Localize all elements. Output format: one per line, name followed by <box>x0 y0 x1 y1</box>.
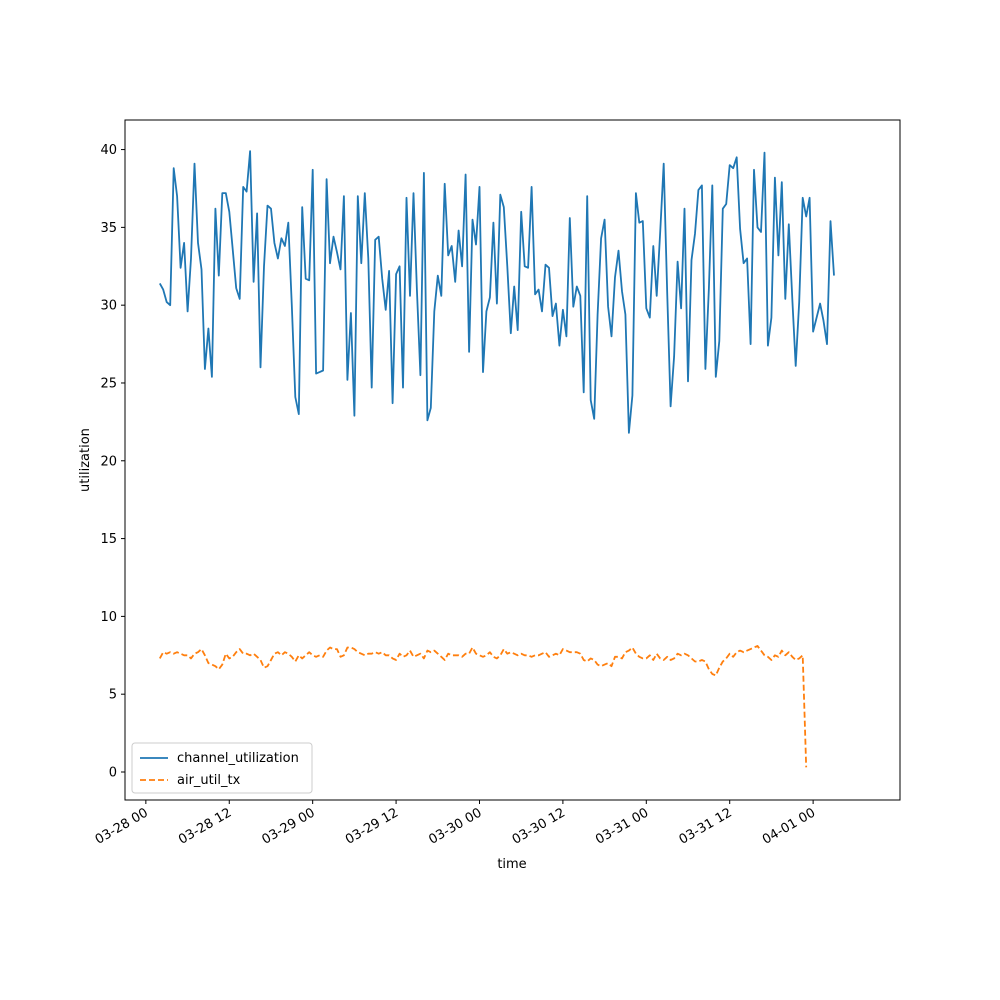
y-tick-label: 20 <box>100 454 117 469</box>
y-tick-label: 10 <box>100 610 117 625</box>
y-tick-label: 0 <box>109 765 117 780</box>
y-tick-label: 40 <box>100 143 117 158</box>
y-tick-label: 25 <box>100 376 117 391</box>
series-layer <box>159 150 835 768</box>
y-tick-label: 15 <box>100 532 117 547</box>
y-tick-label: 30 <box>100 299 117 314</box>
plot-frame <box>124 119 901 801</box>
y-axis-label: utilization <box>78 428 93 492</box>
plot-area <box>125 120 900 800</box>
y-tick-label: 5 <box>109 688 117 703</box>
x-axis-label: time <box>497 857 526 872</box>
legend: channel_utilization air_util_tx <box>131 742 313 794</box>
y-tick-label: 35 <box>100 221 117 236</box>
series-line-channel-utilization <box>159 150 835 434</box>
legend-label-air-util-tx: air_util_tx <box>177 773 241 788</box>
legend-frame <box>131 742 313 794</box>
legend-label-channel-utilization: channel_utilization <box>177 751 299 766</box>
series-line-air-util-tx <box>159 645 808 768</box>
y-axis: 0 5 10 15 20 25 30 35 40 <box>100 143 125 780</box>
